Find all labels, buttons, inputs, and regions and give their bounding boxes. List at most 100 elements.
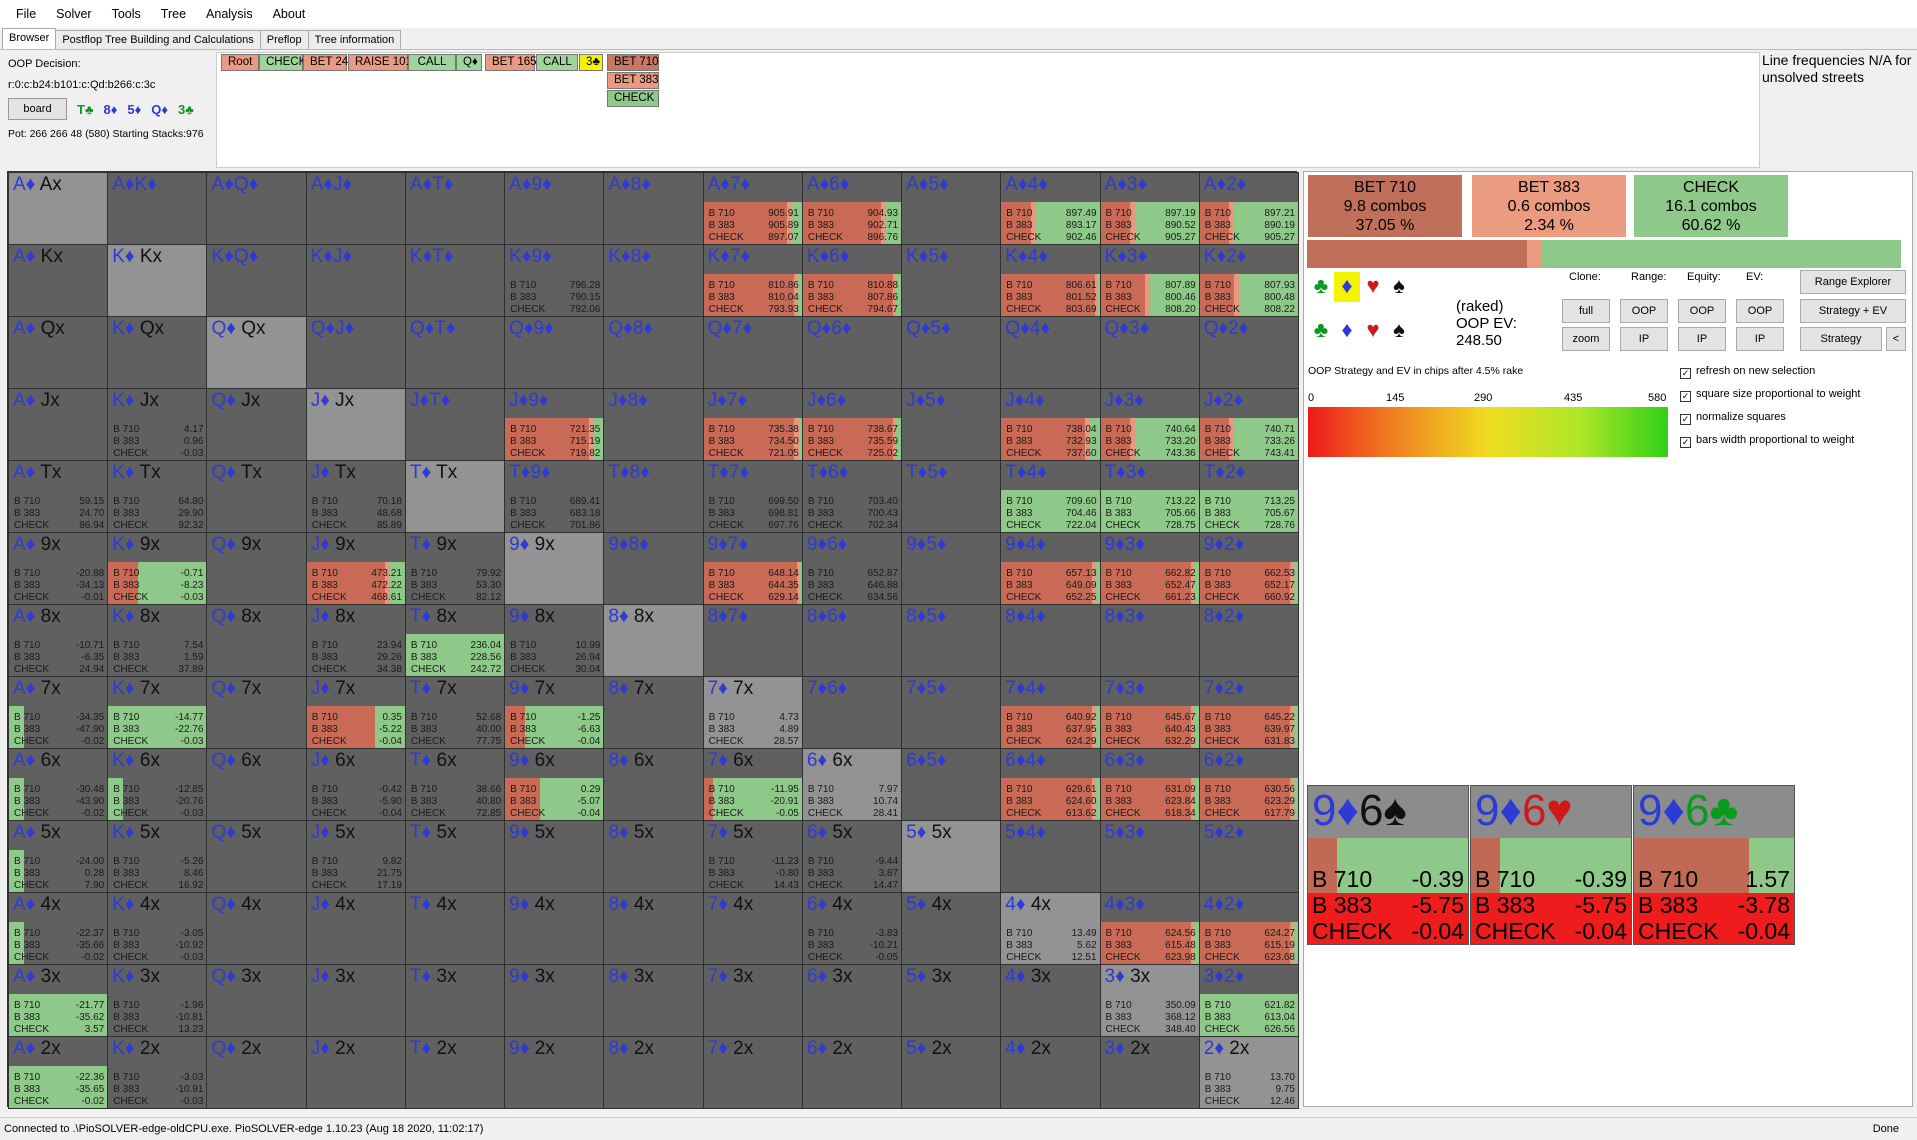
strategy-box-bet-710[interactable]: BET 710 9.8 combos 37.05 %	[1308, 175, 1462, 237]
hand-cell[interactable]: T♦ 6x B 710 38.66 B 383 40.80 CHECK 72.85	[404, 748, 506, 821]
hand-cell[interactable]: Q♦2♦	[1198, 316, 1299, 389]
hand-cell[interactable]: Q♦4♦	[1000, 316, 1101, 389]
hand-cell[interactable]: T♦8♦	[603, 460, 704, 533]
hand-cell[interactable]: 9♦6♦ B 710 652.87 B 383 646.88 CHECK 634.56	[801, 532, 903, 605]
hand-cell[interactable]: K♦ Qx	[107, 316, 208, 389]
hand-cell[interactable]: Q♦6♦	[801, 316, 903, 389]
hand-cell[interactable]: A♦9♦	[504, 172, 605, 245]
hand-cell[interactable]: Q♦ 6x	[206, 748, 307, 821]
hand-cell[interactable]: J♦ 7x B 710 0.35 B 383 -5.22 CHECK -0.04	[305, 676, 406, 749]
hand-cell[interactable]: J♦ 4x	[305, 892, 406, 965]
hand-cell[interactable]: A♦ Tx B 710 59.15 B 383 24.70 CHECK 86.94	[8, 460, 109, 533]
menu-tree[interactable]: Tree	[160, 7, 187, 21]
hand-cell[interactable]: 9♦2♦ B 710 662.53 B 383 652.17 CHECK 660.92	[1198, 532, 1299, 605]
square-size-checkbox[interactable]: ✓ square size proportional to weight	[1680, 388, 1860, 402]
menu-tools[interactable]: Tools	[111, 7, 141, 21]
hand-cell[interactable]: Q♦3♦	[1099, 316, 1200, 389]
hand-cell[interactable]: Q♦ 8x	[206, 604, 307, 677]
hand-cell[interactable]: 4♦ 4x B 710 13.49 B 383 5.62 CHECK 12.51	[1000, 892, 1101, 965]
hand-cell[interactable]: J♦2♦ B 710 740.71 B 383 733.26 CHECK 743.41	[1198, 388, 1299, 461]
hand-cell[interactable]: K♦ 2x B 710 -3.03 B 383 -10.91 CHECK -0.03	[107, 1036, 208, 1109]
hand-cell[interactable]: A♦6♦ B 710 904.93 B 383 902.71 CHECK 896.76	[801, 172, 903, 245]
hand-cell[interactable]: 4♦ 2x	[1000, 1036, 1101, 1109]
hand-cell[interactable]: 6♦5♦	[901, 748, 1002, 821]
hand-cell[interactable]: 6♦ 2x	[801, 1036, 903, 1109]
hand-cell[interactable]: 8♦4♦	[1000, 604, 1101, 677]
hand-cell[interactable]: Q♦ 3x	[206, 964, 307, 1037]
hand-cell[interactable]: J♦4♦ B 710 738.04 B 383 732.93 CHECK 737.60	[1000, 388, 1101, 461]
hand-cell[interactable]: 7♦ 2x	[702, 1036, 803, 1109]
combo-detail-card[interactable]: 9♦6♥ B 710 -0.39 B 383 -5.75 CHECK -0.04	[1470, 785, 1632, 945]
hand-cell[interactable]: T♦ Tx	[404, 460, 506, 533]
hand-cell[interactable]: K♦3♦ B 710 807.89 B 383 800.46 CHECK 808.20	[1099, 244, 1200, 317]
hand-cell[interactable]: 8♦5♦	[901, 604, 1002, 677]
hand-cell[interactable]: J♦ 6x B 710 -0.42 B 383 -5.90 CHECK -0.04	[305, 748, 406, 821]
hand-cell[interactable]: A♦ Jx	[8, 388, 109, 461]
hand-cell[interactable]: Q♦ 4x	[206, 892, 307, 965]
spade-filter-2-icon[interactable]: ♠	[1393, 317, 1405, 342]
hand-cell[interactable]: T♦6♦ B 710 703.40 B 383 700.43 CHECK 702.34	[801, 460, 903, 533]
hand-cell[interactable]: J♦6♦ B 710 738.67 B 383 735.59 CHECK 725.02	[801, 388, 903, 461]
heart-filter-icon[interactable]: ♥	[1366, 273, 1380, 298]
menu-analysis[interactable]: Analysis	[206, 7, 253, 21]
hand-cell[interactable]: A♦ 2x B 710 -22.36 B 383 -35.65 CHECK -0.02	[8, 1036, 109, 1109]
equity-oop-button[interactable]: OOP	[1678, 299, 1726, 323]
hand-cell[interactable]: K♦ 7x B 710 -14.77 B 383 -22.76 CHECK -0.03	[107, 676, 208, 749]
action-call-button[interactable]: CALL	[408, 54, 456, 71]
action-call-button[interactable]: CALL	[536, 54, 578, 71]
hand-cell[interactable]: K♦5♦	[901, 244, 1002, 317]
hand-cell[interactable]: 8♦2♦	[1198, 604, 1299, 677]
hand-cell[interactable]: K♦Q♦	[206, 244, 307, 317]
hand-cell[interactable]: 6♦ 5x B 710 -9.44 B 383 3.87 CHECK 14.47	[801, 820, 903, 893]
hand-cell[interactable]: A♦ 9x B 710 -20.88 B 383 -34.13 CHECK -0.01	[8, 532, 109, 605]
hand-cell[interactable]: 9♦8♦	[603, 532, 704, 605]
tab-browser[interactable]: Browser	[2, 28, 57, 49]
hand-cell[interactable]: 8♦3♦	[1099, 604, 1200, 677]
hand-cell[interactable]: J♦9♦ B 710 721.35 B 383 715.19 CHECK 719.82	[504, 388, 605, 461]
hand-cell[interactable]: T♦2♦ B 710 713.25 B 383 705.67 CHECK 728.76	[1198, 460, 1299, 533]
tab-preflop[interactable]: Preflop	[259, 30, 309, 49]
hand-cell[interactable]: 7♦ 7x B 710 4.73 B 383 4.89 CHECK 28.57	[702, 676, 803, 749]
hand-cell[interactable]: A♦T♦	[404, 172, 506, 245]
hand-cell[interactable]: Q♦ Qx	[206, 316, 307, 389]
hand-cell[interactable]: A♦ 5x B 710 -24.00 B 383 0.28 CHECK 7.90	[8, 820, 109, 893]
hand-cell[interactable]: K♦J♦	[305, 244, 406, 317]
bars-width-checkbox[interactable]: ✓ bars width proportional to weight	[1680, 434, 1854, 448]
hand-cell[interactable]: Q♦8♦	[603, 316, 704, 389]
hand-cell[interactable]: A♦K♦	[107, 172, 208, 245]
hand-cell[interactable]: 5♦4♦	[1000, 820, 1101, 893]
hand-cell[interactable]: 2♦ 2x B 710 13.70 B 383 9.75 CHECK 12.46	[1198, 1036, 1299, 1109]
hand-cell[interactable]: Q♦T♦	[404, 316, 506, 389]
hand-cell[interactable]: J♦T♦	[404, 388, 506, 461]
hand-cell[interactable]: A♦2♦ B 710 897.21 B 383 890.19 CHECK 905.27	[1198, 172, 1299, 245]
hand-cell[interactable]: A♦4♦ B 710 897.49 B 383 893.17 CHECK 902.46	[1000, 172, 1101, 245]
diamond-filter-icon[interactable]: ♦	[1334, 272, 1360, 302]
hand-cell[interactable]: A♦ 6x B 710 -30.48 B 383 -43.90 CHECK -0.02	[8, 748, 109, 821]
hand-cell[interactable]: K♦ Kx	[107, 244, 208, 317]
hand-cell[interactable]: 5♦ 2x	[901, 1036, 1002, 1109]
hand-cell[interactable]: 9♦ 4x	[504, 892, 605, 965]
hand-cell[interactable]: 5♦ 4x	[901, 892, 1002, 965]
action-check-button[interactable]: CHECK	[259, 54, 306, 71]
range-ip-button[interactable]: IP	[1620, 327, 1668, 351]
strategy-box-check[interactable]: CHECK 16.1 combos 60.62 %	[1634, 175, 1788, 237]
hand-cell[interactable]: 8♦ 2x	[603, 1036, 704, 1109]
tab-postflop-tree[interactable]: Postflop Tree Building and Calculations	[55, 30, 261, 49]
combo-detail-card[interactable]: 9♦6♠ B 710 -0.39 B 383 -5.75 CHECK -0.04	[1307, 785, 1469, 945]
hand-cell[interactable]: A♦ Ax	[8, 172, 109, 245]
ev-oop-button[interactable]: OOP	[1736, 299, 1784, 323]
hand-cell[interactable]: A♦5♦	[901, 172, 1002, 245]
hand-cell[interactable]: Q♦ 9x	[206, 532, 307, 605]
hand-cell[interactable]: A♦ 7x B 710 -34.35 B 383 -47.90 CHECK -0.02	[8, 676, 109, 749]
action-q-button[interactable]: Q♦	[456, 54, 482, 71]
hand-cell[interactable]: 9♦ 8x B 710 10.99 B 383 26.94 CHECK 30.04	[504, 604, 605, 677]
hand-cell[interactable]: Q♦ Jx	[206, 388, 307, 461]
hand-cell[interactable]: A♦Q♦	[206, 172, 307, 245]
hand-cell[interactable]: 9♦7♦ B 710 648.14 B 383 644.35 CHECK 629.14	[702, 532, 803, 605]
hand-cell[interactable]: 6♦4♦ B 710 629.61 B 383 624.60 CHECK 613.62	[1000, 748, 1101, 821]
action-root-button[interactable]: Root	[221, 54, 259, 71]
hand-cell[interactable]: 8♦ 5x	[603, 820, 704, 893]
hand-cell[interactable]: J♦ Tx B 710 70.18 B 383 48.68 CHECK 85.89	[305, 460, 406, 533]
spade-filter-icon[interactable]: ♠	[1393, 273, 1405, 298]
hand-cell[interactable]: Q♦ Tx	[206, 460, 307, 533]
